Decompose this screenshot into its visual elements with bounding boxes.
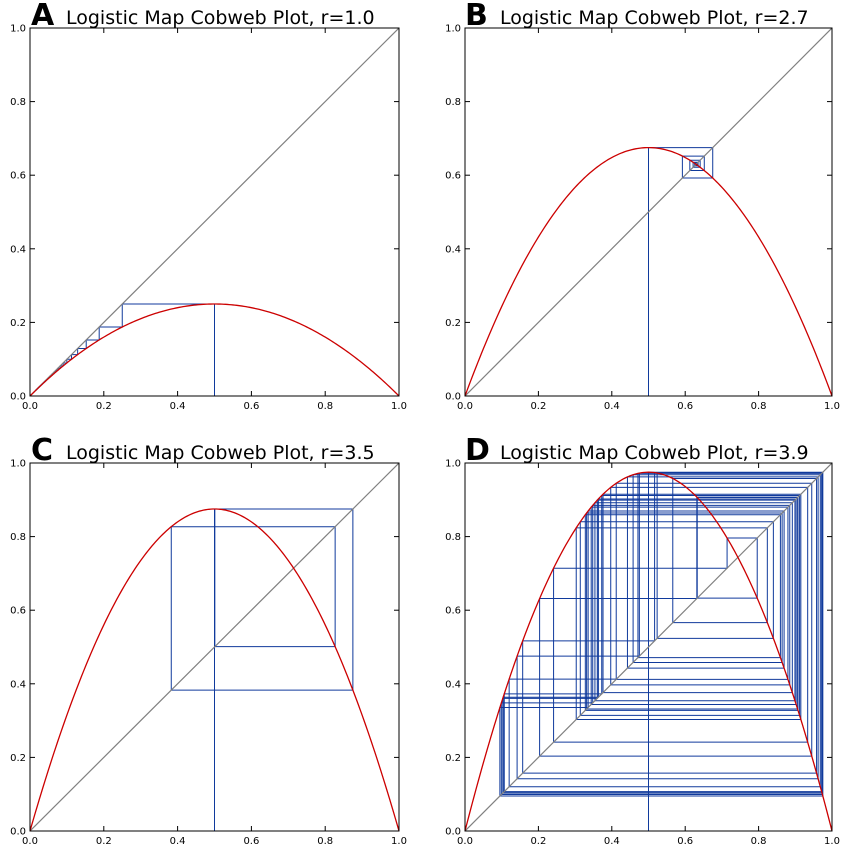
panel-b-ytick-label: 1.0 (445, 24, 461, 35)
panel-c-ytick-label: 1.0 (10, 459, 26, 470)
panel-b-xtick-label: 0.8 (751, 401, 767, 412)
panel-b-ytick-label: 0.8 (445, 97, 461, 108)
panel-b-ytick-label: 0.4 (445, 244, 461, 255)
panel-a-xtick-label: 0.8 (317, 401, 333, 412)
panel-b-ytick-label: 0.2 (445, 318, 461, 329)
panel-c-ytick-label: 0.2 (10, 753, 26, 764)
panel-c-plot-area (30, 463, 399, 831)
panel-b: B Logistic Map Cobweb Plot, r=2.7 0.0 0.2… (445, 0, 840, 412)
panel-d-title: Logistic Map Cobweb Plot, r=3.9 (500, 442, 809, 464)
panel-b-xtick-label: 0.4 (604, 401, 620, 412)
panel-d-ytick-label: 0.4 (445, 679, 461, 690)
panel-d-ytick-label: 0.0 (445, 827, 461, 838)
panel-a-ytick-label: 0.4 (10, 244, 26, 255)
panel-c-ytick-label: 0.8 (10, 532, 26, 543)
panel-d-map-curve (465, 471, 832, 831)
panel-c-ytick-label: 0.0 (10, 827, 26, 838)
panel-a-xtick-label: 0.4 (170, 401, 186, 412)
panel-b-plot-area (465, 28, 832, 396)
panel-b-map-curve (465, 146, 832, 396)
panel-d-ytick-label: 0.6 (445, 606, 461, 617)
panel-d-xtick-label: 0.4 (604, 836, 620, 847)
panel-a-xtick-label: 1.0 (391, 401, 407, 412)
panel-d-letter: D (465, 433, 490, 468)
panel-a-map-curve (30, 303, 399, 396)
panel-d-ytick-label: 0.2 (445, 753, 461, 764)
panel-a-ytick-label: 0.6 (10, 171, 26, 182)
panel-d-xtick-label: 0.8 (751, 836, 767, 847)
panel-c-ytick-label: 0.6 (10, 606, 26, 617)
panel-b-xtick-label: 1.0 (824, 401, 840, 412)
panel-a-xtick-label: 0.0 (22, 401, 38, 412)
panel-b-axes-frame (464, 27, 833, 397)
panel-a-ytick-label: 0.0 (10, 392, 26, 403)
panel-c-xtick-label: 0.8 (317, 836, 333, 847)
panel-d-xtick-label: 0.2 (530, 836, 546, 847)
panel-d-cobweb-path (499, 471, 824, 831)
panel-b-ytick-label: 0.0 (445, 392, 461, 403)
panel-c-xtick-label: 0.0 (22, 836, 38, 847)
panel-c-xtick-label: 0.6 (243, 836, 259, 847)
panel-b-title: Logistic Map Cobweb Plot, r=2.7 (500, 7, 809, 29)
panel-b-cobweb-path (648, 147, 714, 396)
panel-c: C Logistic Map Cobweb Plot, r=3.5 0.0 0.2… (10, 433, 407, 847)
panel-c-axes-frame (29, 462, 400, 832)
panel-b-letter: B (465, 0, 488, 33)
panel-c-identity-line (30, 463, 399, 831)
panel-c-xtick-label: 0.4 (170, 836, 186, 847)
panel-a-identity-line (30, 28, 399, 396)
panel-c-cobweb-path (170, 508, 354, 831)
panel-b-xtick-label: 0.0 (457, 401, 473, 412)
panel-a-cobweb-path (35, 303, 215, 396)
panel-d-plot-area (465, 463, 832, 831)
panel-d-axes-frame (464, 462, 833, 832)
panel-b-xtick-label: 0.6 (677, 401, 693, 412)
panel-d-xtick-label: 0.6 (677, 836, 693, 847)
panel-c-ytick-label: 0.4 (10, 679, 26, 690)
panel-a: A Logistic Map Cobweb Plot, r=1.0 0.0 0.2… (10, 0, 407, 412)
panel-a-xtick-label: 0.6 (243, 401, 259, 412)
panel-d-ytick-label: 1.0 (445, 459, 461, 470)
panel-d-ytick-label: 0.8 (445, 532, 461, 543)
panel-c-map-curve (30, 508, 399, 831)
panel-a-axes-frame (29, 27, 400, 397)
panel-c-title: Logistic Map Cobweb Plot, r=3.5 (66, 442, 375, 464)
panel-d-identity-line (465, 463, 832, 831)
panel-b-identity-line (465, 28, 832, 396)
panel-d-xtick-label: 1.0 (824, 836, 840, 847)
panel-b-xtick-label: 0.2 (530, 401, 546, 412)
panel-c-xtick-label: 0.2 (96, 836, 112, 847)
panel-a-ytick-label: 1.0 (10, 24, 26, 35)
panel-a-plot-area (30, 28, 399, 396)
panel-d-xtick-label: 0.0 (457, 836, 473, 847)
panel-c-letter: C (31, 433, 53, 468)
panel-c-xtick-label: 1.0 (391, 836, 407, 847)
panel-b-ytick-label: 0.6 (445, 171, 461, 182)
panel-a-ytick-label: 0.8 (10, 97, 26, 108)
panel-d: D Logistic Map Cobweb Plot, r=3.9 0.0 0.2… (445, 433, 840, 847)
panel-a-ytick-label: 0.2 (10, 318, 26, 329)
panel-a-xtick-label: 0.2 (96, 401, 112, 412)
panel-a-title: Logistic Map Cobweb Plot, r=1.0 (66, 7, 375, 29)
